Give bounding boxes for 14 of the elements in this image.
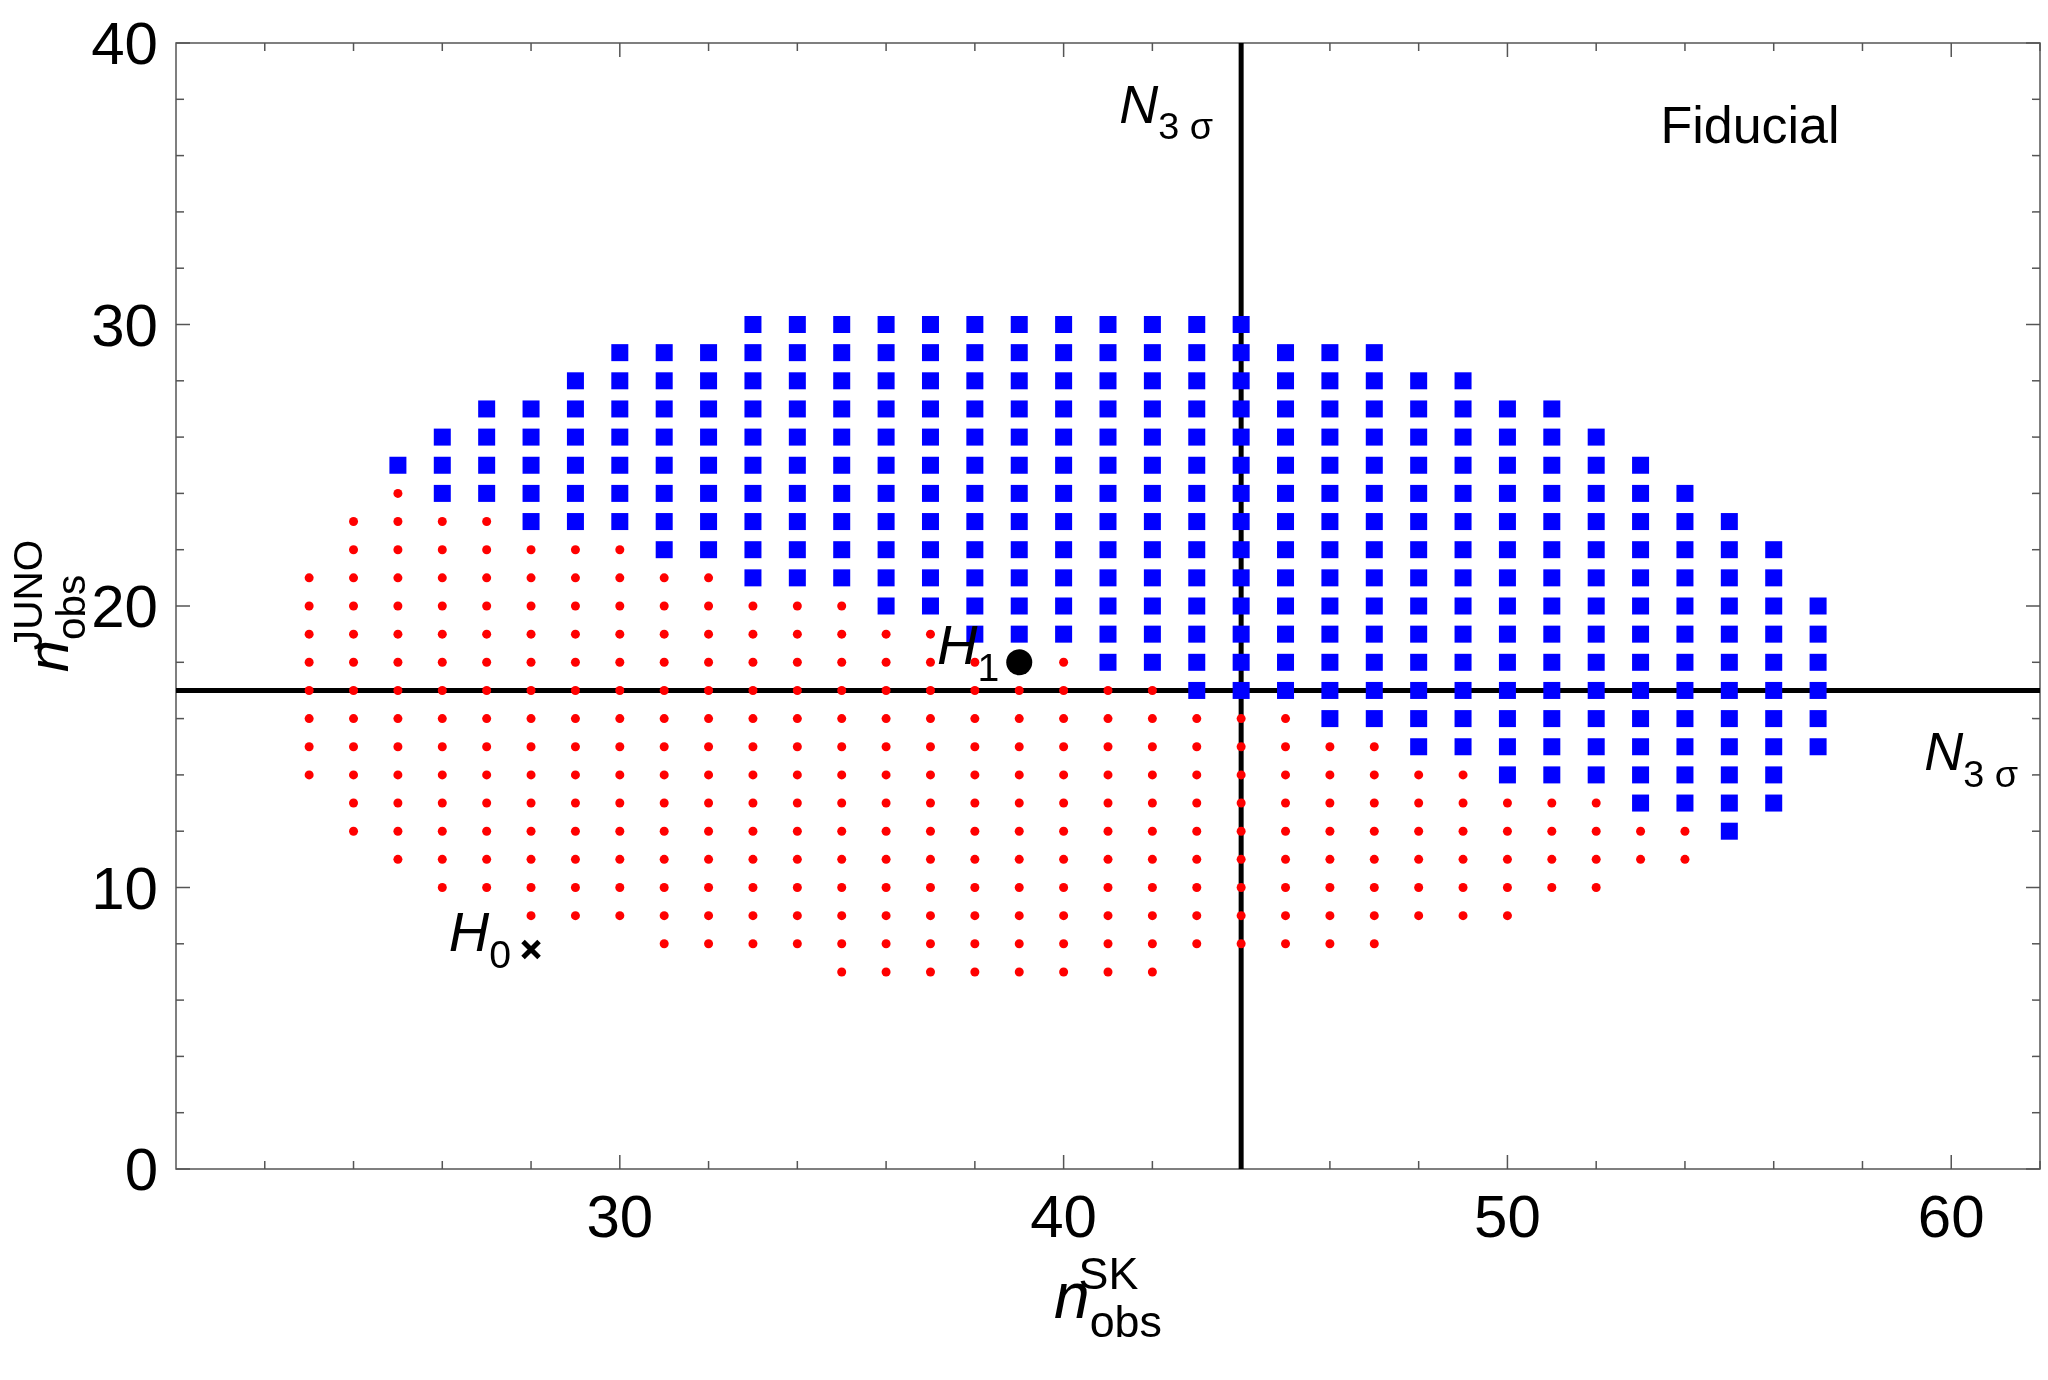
annotation: H$_{1}$ — [936, 613, 1000, 690]
x-tick-label: 30 — [586, 1183, 654, 1250]
y-tick-label: 10 — [91, 854, 158, 922]
x-tick-label: 50 — [1474, 1183, 1541, 1250]
x-tick-label: 60 — [1917, 1183, 1985, 1250]
y-tick-label: 40 — [91, 10, 158, 77]
y-tick-label: 30 — [91, 291, 158, 359]
annotation: Fiducial — [1660, 96, 1840, 154]
x-tick-label: 40 — [1030, 1183, 1097, 1250]
annotation: H$_{0}$ — [448, 900, 512, 977]
y-tick-label: 0 — [124, 1136, 158, 1203]
ref-line-label: N$_{3 σ}$ — [1924, 721, 2018, 795]
y-tick-label: 20 — [91, 573, 158, 640]
ref-line-label: N$_{3 σ}$ — [1119, 74, 1214, 148]
